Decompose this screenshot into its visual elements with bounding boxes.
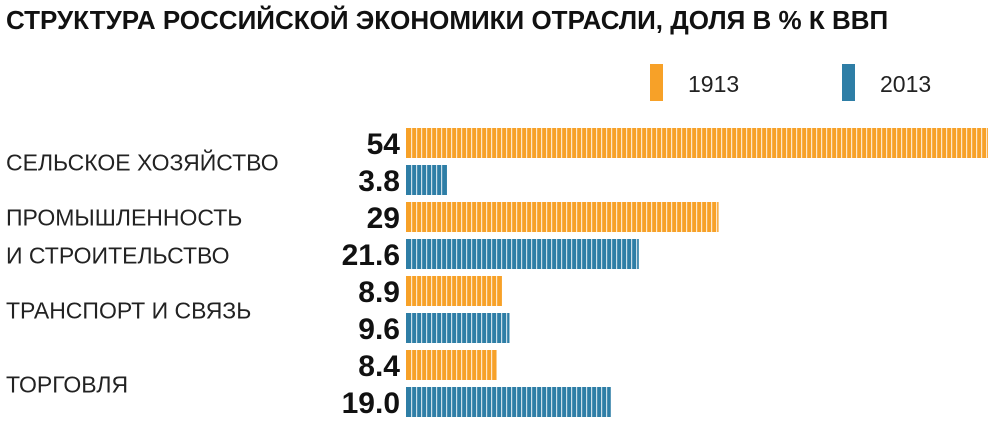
legend-label-2013: 2013 [880,71,931,97]
category-labels: СЕЛЬСКОЕ ХОЗЯЙСТВО ПРОМЫШЛЕННОСТЬ И СТРОИТ… [6,149,279,398]
bar-2013 [406,165,447,195]
bar-1913 [406,350,497,380]
value-label: 8.4 [358,350,400,383]
legend: 1913 2013 [650,64,931,101]
bar-1913 [406,276,502,306]
value-label: 54 [367,128,401,161]
bars [406,128,988,417]
legend-swatch-2013 [842,64,855,101]
value-label: 29 [367,202,400,235]
bar-1913 [406,128,988,158]
bar-1913 [406,202,719,232]
value-label: 3.8 [358,165,400,198]
category-label: СЕЛЬСКОЕ ХОЗЯЙСТВО [6,149,279,176]
legend-swatch-1913 [650,64,663,101]
category-label: И СТРОИТЕЛЬСТВО [6,243,230,269]
value-labels: 54 3.8 29 21.6 8.9 9.6 8.4 19.0 [342,128,401,420]
chart-title: СТРУКТУРА РОССИЙСКОЙ ЭКОНОМИКИ ОТРАСЛИ, … [6,5,888,35]
bar-2013 [406,313,510,343]
category-label: ТРАНСПОРТ И СВЯЗЬ [6,298,251,324]
value-label: 9.6 [358,313,400,346]
bar-2013 [406,239,639,269]
value-label: 21.6 [342,239,400,272]
category-label: ТОРГОВЛЯ [6,372,128,398]
legend-label-1913: 1913 [688,71,739,97]
value-label: 8.9 [358,276,400,309]
category-label: ПРОМЫШЛЕННОСТЬ [6,205,242,231]
bar-2013 [406,387,611,417]
value-label: 19.0 [342,387,400,420]
